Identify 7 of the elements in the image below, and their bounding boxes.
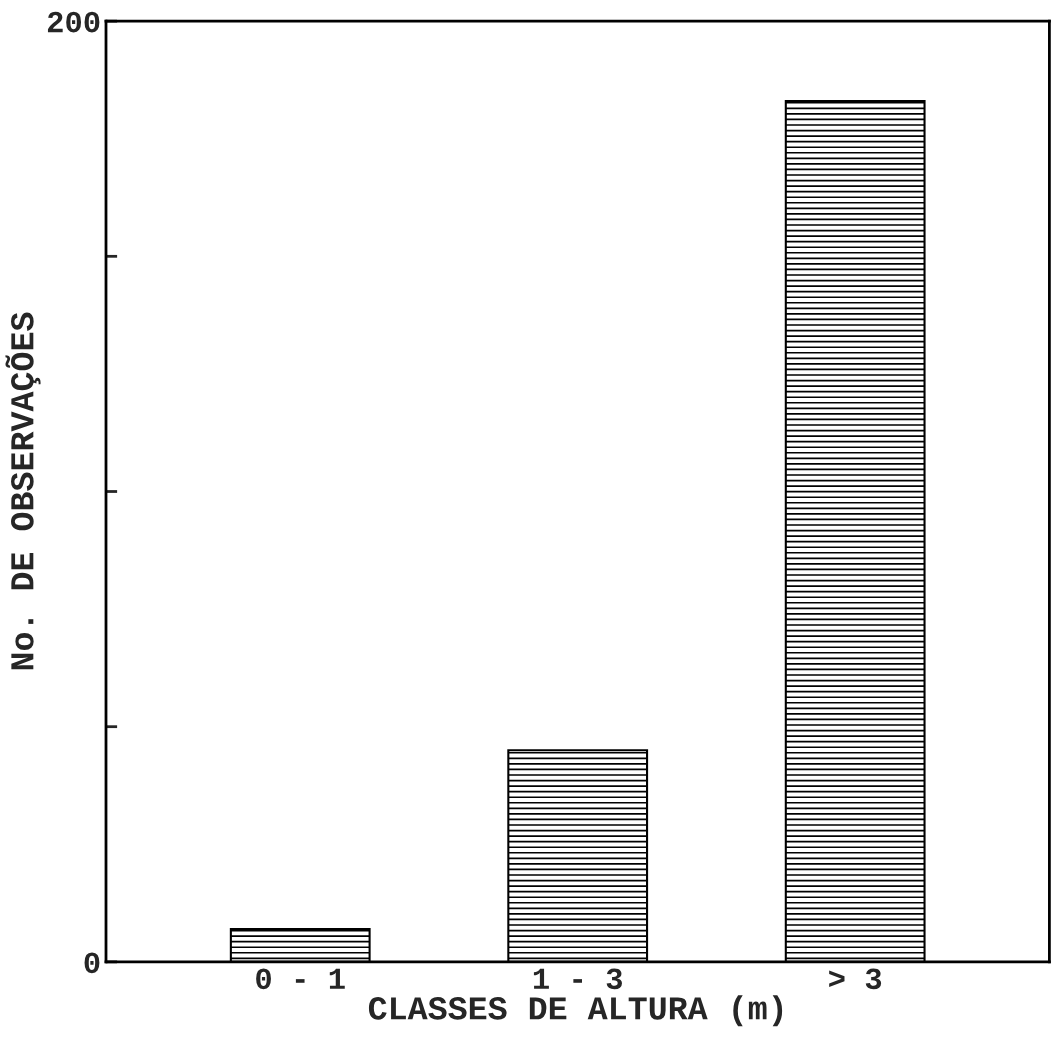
x-tick-label: > 3 xyxy=(829,968,882,990)
x-tick-label: 1 - 3 xyxy=(533,968,622,990)
y-axis-title: No. DE OBSERVAÇÕES xyxy=(5,312,41,670)
x-axis-title: CLASSES DE ALTURA (m) xyxy=(368,995,783,1027)
x-tick-label: 0 - 1 xyxy=(256,968,345,990)
y-tick-label: 0 xyxy=(84,952,100,974)
y-tick-label: 200 xyxy=(47,11,100,33)
